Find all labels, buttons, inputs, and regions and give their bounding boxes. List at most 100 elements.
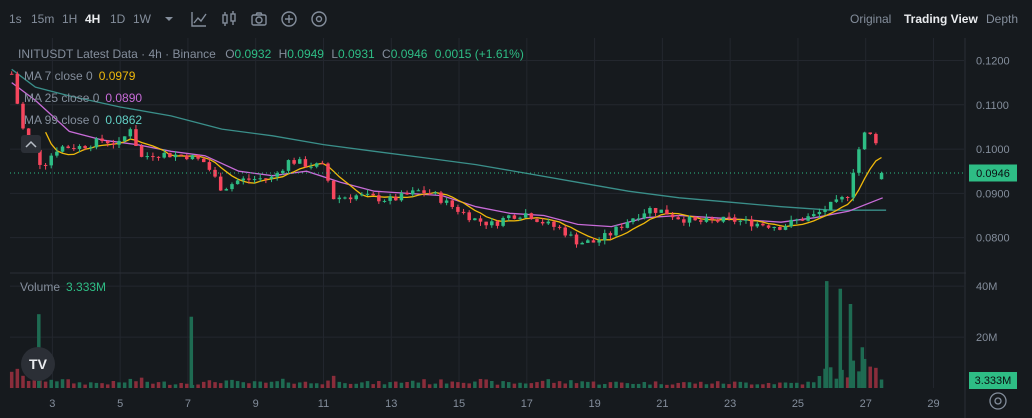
x-tick-label: 29 — [927, 398, 939, 410]
view-original[interactable]: Original — [850, 12, 892, 26]
volume-bar-94 — [540, 380, 545, 388]
price-chart[interactable]: 0.1200 0.1100 0.1000 0.0900 0.0800 40M 20M 3 5 7 9… — [0, 38, 1032, 418]
candle-body-12 — [77, 146, 82, 149]
chart-settings-button[interactable] — [989, 392, 1007, 410]
volume-bar-57 — [331, 375, 336, 388]
chart-grid — [10, 38, 966, 418]
candle-body-83 — [478, 218, 483, 222]
volume-bar-6 — [43, 381, 48, 388]
volume-bar-133 — [761, 384, 765, 388]
volume-bar-106 — [608, 382, 613, 388]
volume-bar-111 — [636, 383, 641, 388]
candle-body-63 — [365, 193, 370, 195]
chevron-down-icon[interactable] — [160, 10, 178, 28]
candle-body-135 — [772, 226, 776, 228]
chevron-up-icon — [25, 140, 37, 148]
interval-1w[interactable]: 1W — [133, 12, 151, 26]
candle-body-72 — [416, 190, 421, 192]
candle-body-13 — [83, 146, 87, 149]
interval-4h[interactable]: 4H — [85, 12, 101, 26]
volume-bar-33 — [196, 384, 200, 388]
x-tick-label: 15 — [453, 398, 465, 410]
collapse-legend-button[interactable] — [21, 135, 41, 153]
candle-body-41 — [241, 178, 246, 181]
candle-body-149 — [851, 172, 856, 198]
volume-bar-26 — [156, 382, 161, 388]
candle-body-126 — [721, 216, 726, 222]
volume-bar-138 — [789, 382, 793, 388]
candle-body-33 — [196, 155, 200, 159]
candle-body-148 — [845, 196, 850, 198]
candle-body-44 — [258, 178, 262, 180]
volume-bar-23 — [139, 377, 144, 388]
volume-bar-85 — [490, 380, 494, 388]
x-tick-label: 17 — [521, 398, 533, 410]
candle-body-51 — [298, 159, 302, 164]
volume-bar-80 — [461, 382, 466, 388]
volume-bar-59 — [343, 383, 347, 388]
volume-bar-150 — [857, 371, 861, 388]
volume-bar-47 — [275, 381, 279, 388]
candle-body-40 — [235, 180, 240, 185]
volume-bar-62 — [360, 382, 364, 388]
x-tick-label: 13 — [385, 398, 397, 410]
candle-body-97 — [557, 226, 562, 228]
volume-bar-149 — [851, 360, 856, 388]
volume-bar-98 — [563, 383, 567, 388]
candle-body-146 — [834, 199, 839, 202]
volume-bar-63 — [365, 381, 370, 388]
candle-type-icon[interactable] — [220, 10, 238, 28]
volume-tick-label: 20M — [976, 332, 997, 344]
candle-body-65 — [377, 195, 381, 202]
candle-body-108 — [619, 226, 624, 228]
legend-low: 0.0931 — [338, 47, 375, 61]
candle-body-16 — [100, 138, 104, 142]
volume-bar-76 — [439, 379, 443, 388]
volume-bar-136 — [778, 382, 782, 388]
settings-icon[interactable] — [310, 10, 328, 28]
candle-body-57 — [331, 180, 336, 200]
candle-body-47 — [275, 173, 279, 177]
add-icon[interactable] — [280, 10, 298, 28]
interval-1h[interactable]: 1H — [62, 12, 78, 26]
candle-body-27 — [162, 152, 166, 158]
interval-15m[interactable]: 15m — [31, 12, 55, 26]
volume-bar-29 — [173, 384, 178, 388]
volume-bar-104 — [597, 384, 601, 388]
candle-body-88 — [506, 215, 511, 219]
candle-body-81 — [467, 212, 471, 221]
candle-body-111 — [636, 218, 641, 220]
candle-body-46 — [269, 176, 274, 179]
volume-bar-24 — [145, 381, 150, 388]
camera-icon[interactable] — [250, 10, 268, 28]
volume-bar-148 — [845, 377, 850, 388]
volume-bar-90 — [518, 382, 522, 388]
candle-body-71 — [410, 190, 415, 195]
view-trading-view[interactable]: Trading View — [904, 12, 978, 26]
candle-body-79 — [456, 206, 460, 212]
candle-body-56 — [326, 163, 330, 181]
view-depth[interactable]: Depth — [986, 12, 1019, 26]
candle-body-29 — [173, 154, 178, 158]
svg-text:MA 99 close 00.0862: MA 99 close 0 0.0862 — [24, 113, 142, 127]
x-tick-label: 21 — [656, 398, 668, 410]
candle-body-17 — [105, 141, 110, 144]
volume-bar-122 — [699, 381, 703, 388]
volume-bar-64 — [371, 384, 375, 388]
candle-body-70 — [405, 193, 409, 195]
ma99-line — [11, 68, 887, 211]
volume-bar-89 — [512, 383, 517, 388]
indicator-icon[interactable] — [190, 10, 208, 28]
interval-1s[interactable]: 1s — [9, 12, 22, 26]
volume-bar-9 — [60, 379, 65, 388]
candle-body-123 — [704, 217, 709, 222]
volume-bar-121 — [693, 383, 697, 388]
volume-bar-100 — [574, 383, 579, 388]
candle-body-68 — [394, 196, 398, 201]
candle-body-76 — [439, 192, 443, 203]
candle-body-114 — [653, 207, 658, 213]
interval-1d[interactable]: 1D — [110, 12, 126, 26]
candle-body-147 — [840, 196, 844, 200]
candle-body-60 — [348, 197, 353, 200]
candle-body-119 — [682, 219, 686, 223]
